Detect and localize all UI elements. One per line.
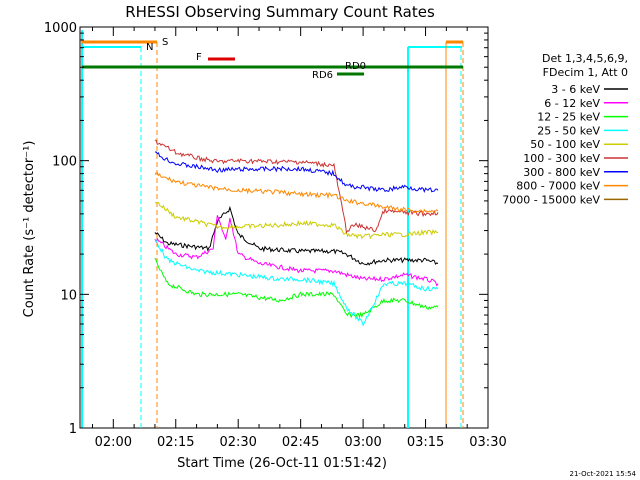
series-line-2 [154,257,439,319]
plot-frame [79,26,489,429]
series-line-3 [154,238,439,327]
x-tick-label: 03:30 [469,435,506,450]
x-axis-label: Start Time (26-Oct-11 01:51:42) [177,456,387,471]
series-line-1 [154,215,439,287]
legend-title-line-2: FDecim 1, Att 0 [543,66,628,79]
flag-label-s: S [162,37,168,48]
y-tick-label: 100 [52,155,77,170]
legend-label: 300 - 800 keV [523,166,600,179]
x-tick-label: 03:15 [407,435,444,450]
series-line-7 [154,172,439,215]
series-line-5 [154,139,439,234]
plot-area [79,26,489,429]
legend-label: 800 - 7000 keV [516,180,600,193]
legend-label: 50 - 100 keV [530,138,600,151]
legend-label: 6 - 12 keV [544,97,600,110]
x-tick-label: 02:45 [282,435,319,450]
observing-flags: SN F RD0 RD6 [81,30,464,428]
legend-label: 25 - 50 keV [537,124,600,137]
legend-label: 3 - 6 keV [551,83,600,96]
chart-title: RHESSI Observing Summary Count Rates [125,3,435,21]
series-line-4 [154,201,438,240]
flag-label-f: F [196,52,202,63]
y-axis-label: Count Rate (s⁻¹ detector⁻¹) [22,141,37,318]
axes: 1 10 100 1000 02:00 02:15 02:30 02:45 03:00 03:15… [44,21,507,450]
flag-label-n: N [146,42,153,53]
series-line-6 [154,151,439,193]
series-group [154,139,439,327]
flag-label-rd6: RD6 [312,70,333,81]
series-line-0 [154,205,439,266]
x-tick-label: 03:00 [344,435,381,450]
legend-title-line-1: Det 1,3,4,5,6,9, [542,52,628,65]
y-tick-label: 1 [69,422,77,437]
x-tick-label: 02:15 [157,435,194,450]
legend-label: 7000 - 15000 keV [502,193,600,206]
legend-label: 12 - 25 keV [537,111,600,124]
flag-label-rd0: RD0 [345,61,366,72]
legend-label: 100 - 300 keV [523,152,600,165]
y-tick-label: 1000 [44,21,77,36]
x-tick-label: 02:30 [219,435,256,450]
x-tick-label: 02:00 [95,435,132,450]
footer-date: 21-Oct-2021 15:54 [570,470,637,478]
y-tick-label: 10 [60,288,77,303]
